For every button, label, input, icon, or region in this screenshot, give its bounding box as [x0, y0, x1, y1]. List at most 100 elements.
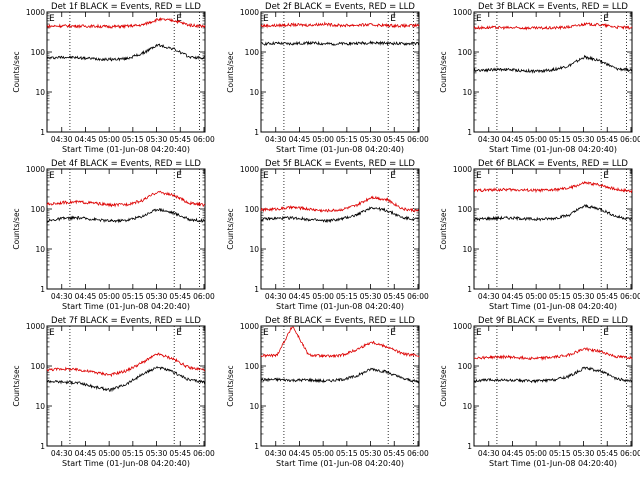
x-tick-label: 06:00 — [620, 292, 640, 301]
panel-title: Det 6f BLACK = Events, RED = LLD — [478, 159, 628, 169]
y-tick-label: 1000 — [453, 165, 472, 174]
series-line-lld — [46, 17, 206, 30]
panel-title: Det 1f BLACK = Events, RED = LLD — [51, 2, 201, 12]
x-tick-label: 05:30 — [360, 135, 382, 144]
y-axis-label: Counts/sec — [12, 51, 21, 92]
panel-det-1: Det 1f BLACK = Events, RED = LLD 1 10 100 10… — [12, 2, 215, 154]
event-marker-e: E — [476, 14, 482, 24]
series-line-events — [473, 203, 633, 222]
y-tick-label: 100 — [458, 48, 473, 57]
event-marker-e: E — [603, 328, 609, 338]
x-tick-label: 04:45 — [502, 292, 524, 301]
series-line-events — [473, 54, 633, 74]
x-tick-label: 06:00 — [407, 449, 429, 458]
series-line-events — [46, 208, 206, 224]
x-axis-label: Start Time (01-Jun-08 04:20:40) — [62, 302, 190, 311]
panel-det-8: Det 8f BLACK = Events, RED = LLD 1 10 100 10… — [226, 316, 429, 468]
x-tick-label: 06:00 — [193, 449, 215, 458]
x-tick-label: 05:45 — [596, 449, 618, 458]
x-tick-label: 05:45 — [169, 135, 191, 144]
y-tick-label: 100 — [245, 362, 260, 371]
y-tick-label: 1 — [467, 285, 472, 294]
y-tick-label: 100 — [245, 205, 260, 214]
event-marker-e: E — [49, 171, 55, 181]
y-tick-label: 10 — [35, 245, 45, 254]
x-tick-label: 05:30 — [146, 449, 168, 458]
y-tick-label: 10 — [462, 402, 472, 411]
panel-det-2: Det 2f BLACK = Events, RED = LLD 1 10 100 10… — [226, 2, 429, 154]
event-marker-e: E — [263, 14, 269, 24]
x-tick-label: 05:30 — [573, 292, 595, 301]
x-tick-label: 04:45 — [502, 449, 524, 458]
x-tick-label: 04:45 — [502, 135, 524, 144]
event-marker-e: E — [390, 328, 396, 338]
x-tick-label: 06:00 — [193, 292, 215, 301]
x-tick-label: 05:15 — [336, 449, 358, 458]
event-marker-e: E — [176, 14, 182, 24]
x-tick-label: 05:45 — [383, 449, 405, 458]
series-line-lld — [260, 21, 420, 29]
x-axis-label: Start Time (01-Jun-08 04:20:40) — [489, 302, 617, 311]
y-axis-label: Counts/sec — [439, 365, 448, 406]
x-axis-label: Start Time (01-Jun-08 04:20:40) — [276, 459, 404, 468]
y-tick-label: 10 — [249, 88, 259, 97]
series-line-events — [46, 43, 206, 62]
y-tick-label: 1 — [467, 128, 472, 137]
panel-det-3: Det 3f BLACK = Events, RED = LLD 1 10 100 10… — [439, 2, 640, 154]
x-axis-label: Start Time (01-Jun-08 04:20:40) — [62, 145, 190, 154]
y-axis-label: Counts/sec — [12, 365, 21, 406]
y-tick-label: 10 — [249, 245, 259, 254]
x-tick-label: 05:00 — [312, 135, 334, 144]
x-axis-label: Start Time (01-Jun-08 04:20:40) — [489, 459, 617, 468]
y-tick-label: 1 — [40, 285, 45, 294]
y-tick-label: 100 — [458, 205, 473, 214]
event-marker-e: E — [263, 171, 269, 181]
event-marker-e: E — [390, 14, 396, 24]
y-tick-label: 1 — [467, 442, 472, 451]
x-tick-label: 04:45 — [75, 449, 97, 458]
y-tick-label: 100 — [458, 362, 473, 371]
x-tick-label: 04:45 — [289, 449, 311, 458]
x-tick-label: 06:00 — [407, 135, 429, 144]
y-tick-label: 1 — [254, 128, 259, 137]
x-tick-label: 04:30 — [265, 135, 287, 144]
x-tick-label: 05:45 — [596, 292, 618, 301]
x-tick-label: 05:30 — [573, 135, 595, 144]
series-line-lld — [473, 180, 633, 194]
x-tick-label: 06:00 — [620, 449, 640, 458]
event-marker-e: E — [263, 328, 269, 338]
y-tick-label: 1 — [254, 285, 259, 294]
panel-title: Det 7f BLACK = Events, RED = LLD — [51, 316, 201, 326]
plot-frame — [473, 11, 633, 133]
plot-frame — [473, 325, 633, 447]
x-tick-label: 05:45 — [596, 135, 618, 144]
plot-frame — [46, 325, 206, 447]
x-tick-label: 05:15 — [549, 292, 571, 301]
x-tick-label: 06:00 — [193, 135, 215, 144]
event-marker-e: E — [49, 14, 55, 24]
panel-title: Det 3f BLACK = Events, RED = LLD — [478, 2, 628, 12]
x-tick-label: 05:15 — [336, 135, 358, 144]
x-tick-label: 05:00 — [98, 292, 120, 301]
y-tick-label: 1 — [40, 442, 45, 451]
x-tick-label: 05:00 — [98, 135, 120, 144]
x-tick-label: 05:30 — [146, 292, 168, 301]
y-tick-label: 1000 — [26, 165, 45, 174]
y-tick-label: 100 — [31, 362, 46, 371]
panel-det-6: Det 6f BLACK = Events, RED = LLD 1 10 100 10… — [439, 159, 640, 311]
x-tick-label: 04:45 — [289, 292, 311, 301]
y-tick-label: 1 — [254, 442, 259, 451]
x-tick-label: 05:00 — [98, 449, 120, 458]
x-tick-label: 05:45 — [383, 135, 405, 144]
y-axis-label: Counts/sec — [12, 208, 21, 249]
event-marker-e: E — [390, 171, 396, 181]
x-tick-label: 04:30 — [478, 449, 500, 458]
series-line-events — [47, 365, 206, 393]
event-marker-e: E — [476, 328, 482, 338]
series-line-events — [260, 367, 420, 384]
y-tick-label: 10 — [35, 88, 45, 97]
plot-frame — [46, 11, 206, 133]
x-axis-label: Start Time (01-Jun-08 04:20:40) — [489, 145, 617, 154]
